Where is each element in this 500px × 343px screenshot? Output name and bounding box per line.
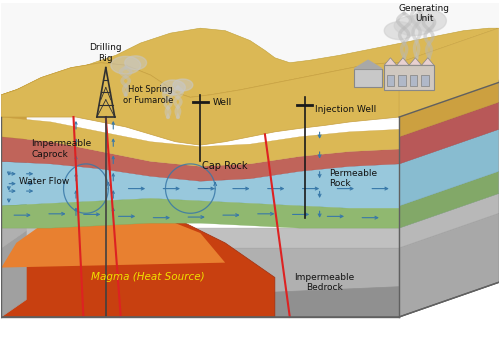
Polygon shape: [124, 56, 146, 70]
Polygon shape: [2, 248, 399, 317]
Polygon shape: [409, 58, 422, 65]
Polygon shape: [2, 199, 399, 228]
Polygon shape: [2, 208, 275, 317]
Polygon shape: [2, 100, 26, 137]
Polygon shape: [399, 129, 498, 206]
Polygon shape: [2, 3, 498, 342]
Polygon shape: [396, 58, 409, 65]
Text: Drilling
Rig: Drilling Rig: [90, 43, 122, 62]
Polygon shape: [2, 162, 399, 208]
Polygon shape: [2, 28, 498, 97]
Text: Impermeable
Caprock: Impermeable Caprock: [31, 139, 92, 159]
Polygon shape: [111, 56, 140, 74]
Polygon shape: [2, 230, 26, 317]
Polygon shape: [2, 63, 399, 145]
Text: Hot Spring
or Fumarole: Hot Spring or Fumarole: [122, 85, 173, 105]
FancyBboxPatch shape: [398, 75, 406, 86]
Text: Magma (Heat Source): Magma (Heat Source): [91, 272, 204, 282]
Polygon shape: [2, 189, 26, 228]
FancyBboxPatch shape: [354, 69, 382, 87]
FancyBboxPatch shape: [384, 65, 434, 90]
Polygon shape: [399, 171, 498, 228]
Text: Impermeable
Bedrock: Impermeable Bedrock: [294, 273, 354, 292]
Polygon shape: [384, 22, 414, 39]
Polygon shape: [2, 228, 399, 248]
Text: Water Flow: Water Flow: [19, 177, 69, 186]
Polygon shape: [2, 137, 399, 181]
Polygon shape: [399, 82, 498, 137]
Polygon shape: [399, 193, 498, 248]
Polygon shape: [399, 213, 498, 317]
Text: Well: Well: [212, 98, 232, 107]
Text: Generating
Unit: Generating Unit: [398, 4, 450, 23]
Polygon shape: [160, 80, 186, 95]
Polygon shape: [2, 282, 498, 317]
Text: Cap Rock: Cap Rock: [202, 162, 248, 172]
Polygon shape: [2, 211, 26, 248]
FancyBboxPatch shape: [386, 75, 394, 86]
Polygon shape: [2, 117, 399, 166]
Polygon shape: [2, 208, 225, 268]
Polygon shape: [412, 10, 446, 32]
Text: Permeable
Rock: Permeable Rock: [330, 169, 378, 188]
Polygon shape: [2, 147, 26, 206]
Polygon shape: [2, 119, 26, 164]
Polygon shape: [2, 3, 498, 119]
Polygon shape: [399, 28, 498, 117]
Polygon shape: [354, 60, 382, 69]
Polygon shape: [394, 16, 434, 36]
FancyBboxPatch shape: [421, 75, 428, 86]
Text: Injection Well: Injection Well: [314, 105, 376, 114]
FancyBboxPatch shape: [410, 75, 417, 86]
Polygon shape: [422, 58, 434, 65]
Polygon shape: [384, 58, 396, 65]
Polygon shape: [399, 102, 498, 164]
Polygon shape: [173, 79, 193, 91]
